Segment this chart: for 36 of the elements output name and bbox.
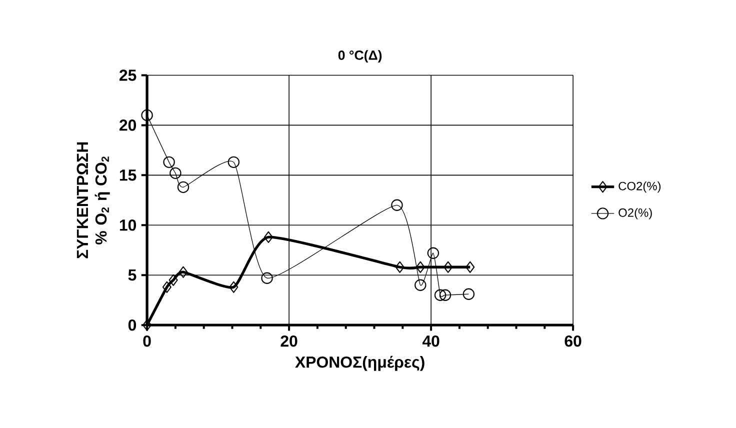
chart-title: 0 °C(Δ)	[338, 50, 382, 63]
point	[162, 281, 172, 293]
point	[229, 281, 238, 293]
point	[177, 181, 190, 194]
point	[416, 261, 425, 274]
x-tick-label: 0	[143, 336, 151, 347]
x-tick-label: 60	[564, 336, 582, 347]
point	[264, 231, 273, 244]
point	[395, 261, 404, 274]
y-tick-label: 20	[120, 120, 136, 131]
legend-label: O2(%)	[618, 208, 652, 220]
point	[466, 261, 475, 274]
point	[462, 288, 475, 300]
y-tick-label: 15	[120, 170, 136, 181]
y-tick-label: 0	[128, 319, 136, 331]
point	[261, 272, 273, 284]
y-tick-label: 10	[120, 220, 136, 231]
x-tick-label: 20	[280, 336, 298, 347]
x-axis-title: ΧΡΟΝΟΣ(ημέρες)	[295, 356, 424, 371]
point	[168, 274, 178, 286]
point	[427, 247, 440, 260]
legend-label: CO2(%)	[618, 182, 661, 193]
point	[439, 289, 452, 301]
y-tick-label: 5	[128, 270, 136, 281]
point	[163, 156, 175, 168]
point	[141, 109, 153, 122]
y-tick-label: 25	[120, 70, 136, 81]
point	[228, 156, 240, 168]
point	[178, 266, 188, 278]
x-tick-label: 40	[422, 336, 440, 347]
point	[434, 289, 446, 301]
point	[142, 319, 152, 331]
point	[391, 199, 403, 212]
point	[414, 279, 426, 292]
point	[444, 261, 453, 274]
point	[170, 167, 182, 180]
